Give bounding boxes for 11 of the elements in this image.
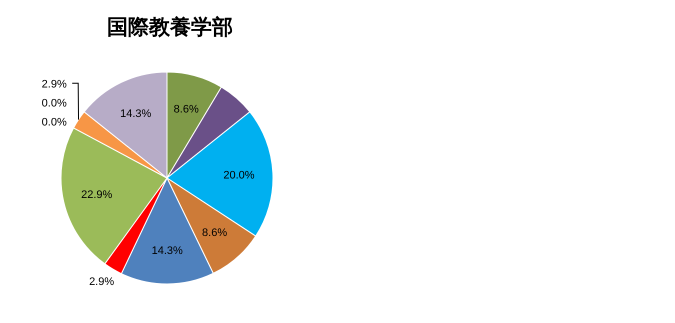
- data-label: 2.9%: [42, 78, 67, 90]
- data-label: 20.0%: [223, 170, 255, 182]
- data-label: 22.9%: [81, 189, 113, 202]
- text: 0.0%: [42, 97, 67, 110]
- text: 0.0%: [42, 116, 67, 128]
- data-label: 8.6%: [174, 104, 199, 116]
- data-label: 14.3%: [120, 108, 152, 120]
- data-label: 8.6%: [202, 227, 228, 240]
- data-label: 2.9%: [89, 276, 114, 288]
- data-label: 14.3%: [152, 245, 184, 258]
- chart-title: 国際教養学部: [107, 15, 233, 39]
